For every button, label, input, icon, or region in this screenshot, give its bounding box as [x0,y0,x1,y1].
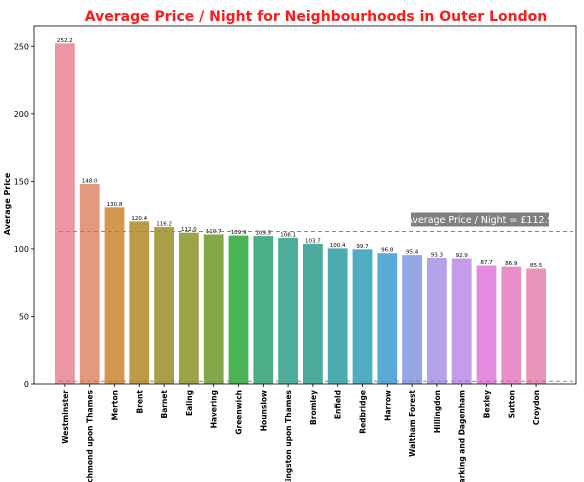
bar-4 [129,221,150,384]
value-label-8: 109.9 [231,230,247,236]
value-label-11: 103.7 [305,238,321,244]
y-axis-label: Average Price [3,172,12,235]
bar-9 [253,236,274,384]
value-label-15: 95.4 [406,250,419,256]
bar-13 [352,249,373,384]
x-tick-label-18: Bexley [483,390,492,418]
bar-20 [526,268,546,384]
x-tick-label-19: Sutton [507,390,516,418]
value-label-19: 86.9 [505,261,518,267]
y-tick-label-250: 250 [14,42,29,51]
x-tick-label-11: Bromley [309,390,318,425]
value-label-1: 252.2 [57,38,73,44]
x-tick-label-14: Harrow [383,390,392,421]
bar-15 [402,255,422,384]
bar-8 [228,235,249,384]
x-tick-label-2: Richmond upon Thames [86,389,95,482]
average-annotation-label: Average Price / Night = £112.9 [406,215,553,226]
bar-3 [104,207,125,384]
bar-17 [451,258,472,384]
bar-6 [179,232,199,384]
x-tick-label-13: Redbridge [359,390,368,434]
value-label-10: 108.1 [280,232,296,238]
value-label-13: 99.7 [356,244,369,250]
value-label-14: 96.8 [381,248,394,254]
value-label-20: 85.5 [530,263,543,269]
x-tick-label-7: Havering [210,390,219,428]
value-label-9: 109.5 [255,231,271,237]
bar-16 [427,257,447,384]
x-tick-label-4: Brent [135,390,144,414]
value-label-12: 100.4 [330,243,346,249]
value-label-16: 93.3 [431,252,444,258]
bar-11 [303,243,323,384]
x-tick-label-9: Hounslow [259,390,268,431]
x-tick-label-20: Croydon [532,390,541,425]
x-tick-label-5: Barnet [160,390,169,419]
x-tick-label-10: Kingston upon Thames [284,389,293,482]
bar-10 [278,237,298,384]
y-tick-label-0: 0 [24,380,29,389]
x-tick-label-3: Merton [111,390,120,420]
value-label-6: 112.0 [181,227,197,233]
y-tick-label-150: 150 [14,177,29,186]
bar-5 [154,227,174,384]
x-tick-label-6: Ealing [185,390,194,416]
y-tick-label-200: 200 [14,110,29,119]
bar-18 [476,265,497,384]
plot-area: 252.2 Westminster 148.0 Richmond upon Thame… [14,25,577,482]
x-tick-label-1: Westminster [61,390,70,444]
y-tick-label-50: 50 [19,312,29,321]
x-tick-label-16: Hillingdon [433,390,442,433]
value-label-18: 87.7 [480,260,493,266]
value-label-2: 148.0 [82,179,98,185]
bar-7 [203,234,224,384]
bar-12 [327,248,348,384]
average-annotation-box [411,212,549,227]
chart-title: Average Price / Night for Neighbourhoods… [85,9,547,25]
bar-1 [55,43,75,384]
bar-19 [501,266,522,384]
x-tick-label-17: Barking and Dagenham [458,390,467,482]
bar-14 [377,253,398,384]
value-label-3: 130.8 [107,202,123,208]
x-tick-label-8: Greenwich [235,390,244,435]
x-tick-label-15: Waltham Forest [408,390,417,457]
value-label-17: 92.9 [456,253,469,259]
value-label-5: 116.2 [156,222,172,228]
y-tick-label-100: 100 [14,245,29,254]
x-tick-label-12: Enfield [334,390,343,419]
bar-2 [79,184,100,384]
axes-frame [33,25,577,385]
value-label-4: 120.4 [131,216,147,222]
